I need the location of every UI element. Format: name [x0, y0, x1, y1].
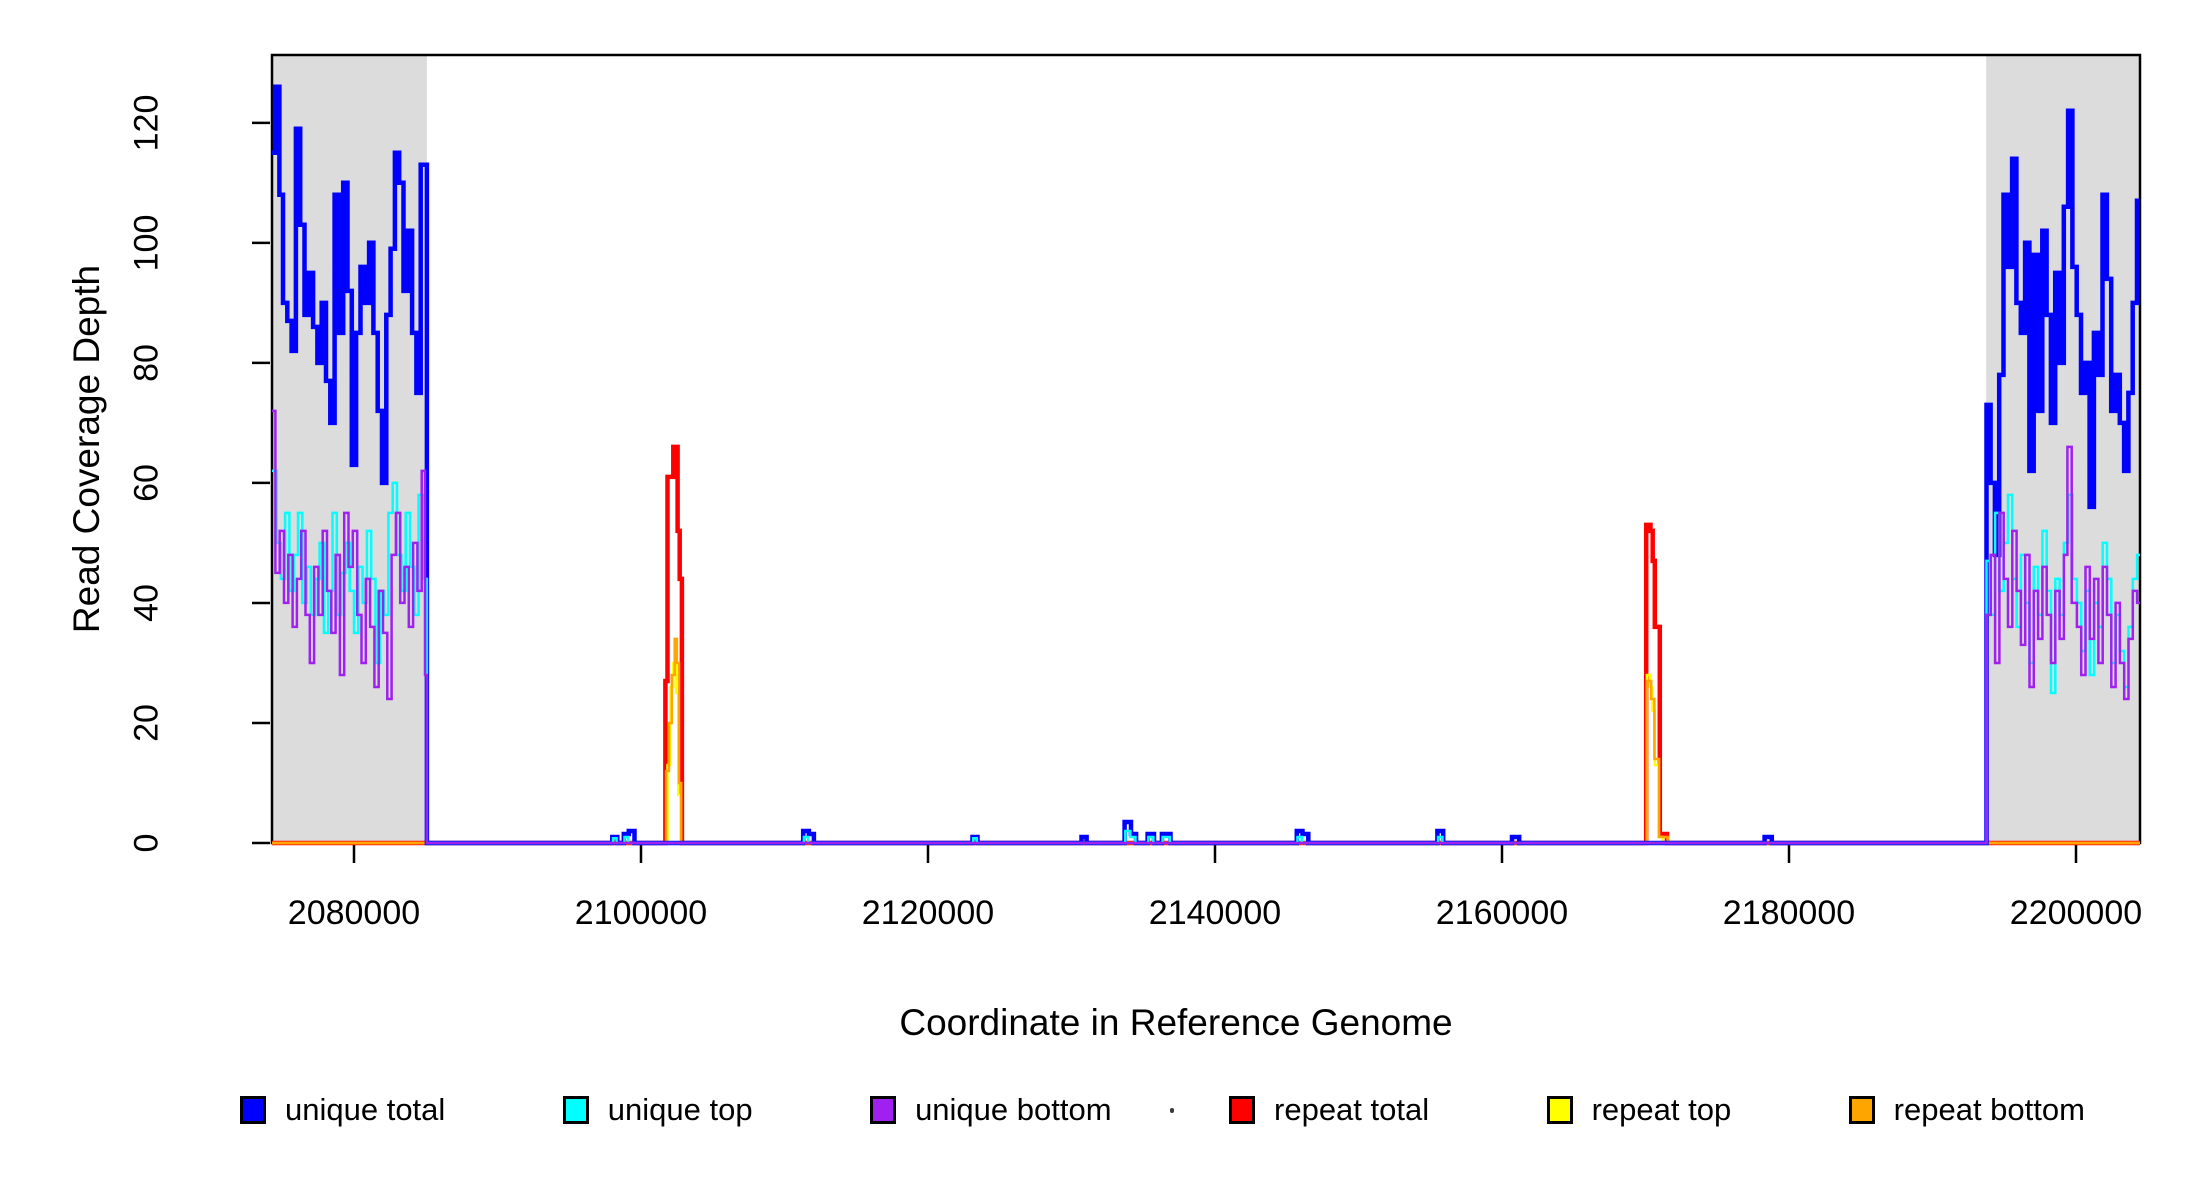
legend: unique total unique top unique bottom repea…	[240, 1092, 2085, 1128]
legend-swatch-repeat-total	[1229, 1096, 1256, 1124]
y-tick-label-100: 100	[127, 214, 166, 272]
legend-item-unique-total: unique total	[240, 1092, 445, 1128]
series-unique-bottom-line	[272, 409, 2140, 845]
legend-label-unique-top: unique top	[607, 1092, 753, 1127]
x-tick-label-2160000: 2160000	[1435, 894, 1569, 932]
legend-label-repeat-bottom: repeat bottom	[1893, 1092, 2085, 1127]
y-tick-label-0: 0	[127, 833, 166, 853]
legend-item-repeat-bottom: repeat bottom	[1848, 1092, 2085, 1128]
legend-label-repeat-total: repeat total	[1274, 1092, 1430, 1127]
legend-label-repeat-top: repeat top	[1591, 1092, 1732, 1127]
legend-swatch-unique-total	[240, 1096, 266, 1124]
y-tick-label-80: 80	[127, 343, 166, 382]
legend-item-unique-top: unique top	[562, 1092, 753, 1128]
legend-label-unique-bottom: unique bottom	[915, 1092, 1112, 1127]
x-tick-label-2120000: 2120000	[861, 894, 995, 932]
y-axis-title: Read Coverage Depth	[66, 264, 107, 634]
x-tick-label-2180000: 2180000	[1722, 894, 1856, 932]
series-repeat-total-line	[272, 444, 2140, 846]
legend-item-repeat-top: repeat top	[1546, 1092, 1732, 1128]
series-repeat-top-line	[272, 661, 2140, 845]
x-tick-label-2140000: 2140000	[1148, 894, 1282, 932]
y-tick-label-40: 40	[127, 584, 166, 622]
x-axis-title: Coordinate in Reference Genome	[899, 1002, 1453, 1043]
legend-swatch-repeat-bottom	[1848, 1096, 1875, 1124]
legend-item-repeat-total: repeat total	[1229, 1092, 1429, 1128]
x-tick-label-2100000: 2100000	[574, 894, 708, 932]
legend-swatch-unique-top	[562, 1096, 589, 1124]
series-unique-top-line	[272, 469, 2140, 845]
legend-swatch-repeat-top	[1546, 1096, 1573, 1124]
y-tick-label-20: 20	[127, 704, 166, 742]
plot-border	[270, 53, 2142, 845]
x-tick-label-2080000: 2080000	[287, 894, 421, 932]
legend-label-unique-total: unique total	[285, 1092, 446, 1127]
legend-item-unique-bottom: unique bottom	[870, 1092, 1112, 1128]
y-tick-label-60: 60	[127, 463, 166, 502]
series-unique-total-line	[272, 84, 2140, 846]
right-gray-region	[1986, 56, 2140, 842]
legend-swatch-unique-bottom	[870, 1096, 897, 1124]
x-tick-label-2200000: 2200000	[2009, 894, 2143, 932]
series-repeat-bottom-line	[272, 637, 2140, 845]
y-tick-label-120: 120	[127, 94, 166, 152]
legend-artifact-dot	[1170, 1108, 1174, 1113]
